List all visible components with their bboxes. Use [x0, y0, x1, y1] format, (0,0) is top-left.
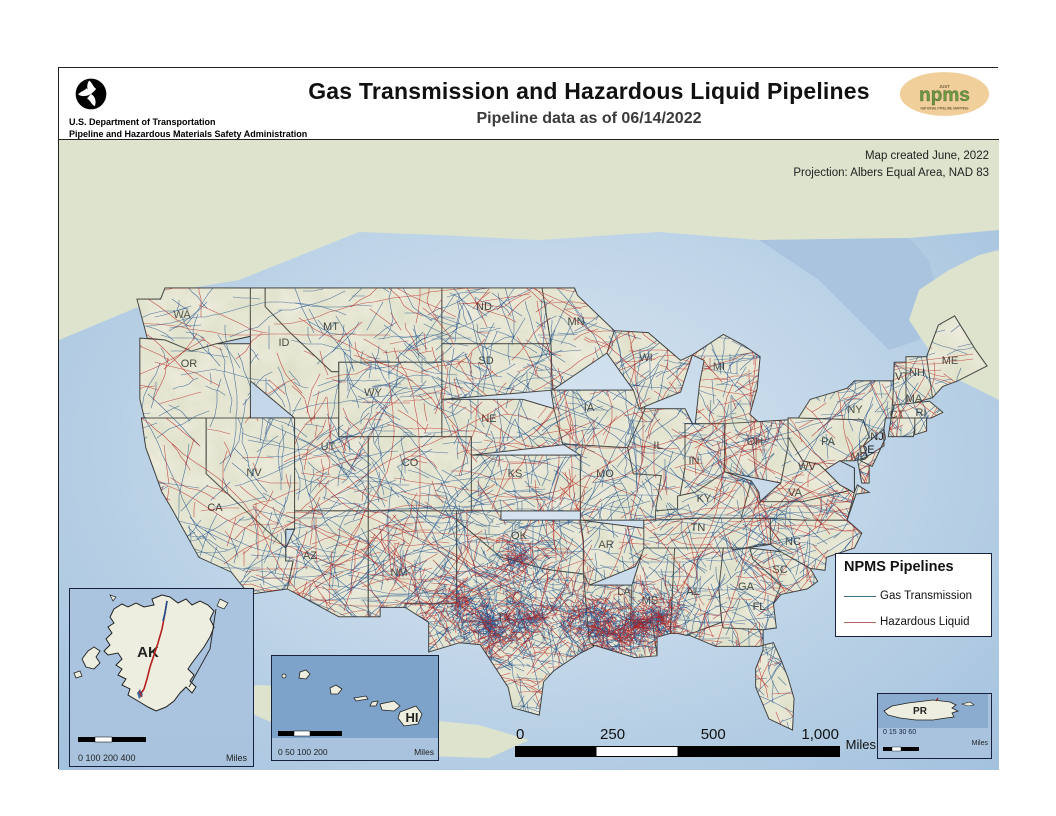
svg-text:AK: AK: [137, 644, 159, 661]
svg-text:npms: npms: [919, 85, 970, 106]
svg-text:PR: PR: [913, 706, 928, 717]
svg-text:HI: HI: [406, 710, 419, 725]
svg-text:NATIONAL PIPELINE MAPPING: NATIONAL PIPELINE MAPPING: [921, 106, 969, 110]
